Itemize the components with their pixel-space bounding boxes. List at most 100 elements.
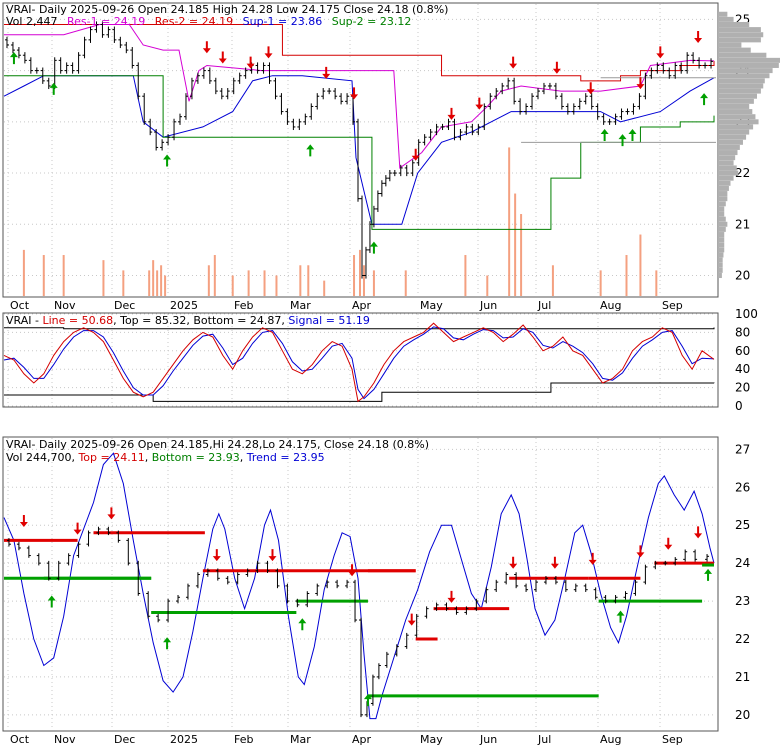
sell-signal-arrow bbox=[212, 549, 221, 562]
volume-bar bbox=[307, 265, 310, 296]
volume-profile-bar bbox=[718, 11, 728, 17]
volume-profile-bar bbox=[718, 103, 750, 109]
volume-profile-bar bbox=[718, 180, 731, 186]
sell-signal-arrow bbox=[350, 87, 359, 100]
volume-bar bbox=[372, 270, 375, 296]
volume-bar bbox=[639, 234, 642, 296]
sell-signal-arrow bbox=[348, 564, 357, 577]
volume-profile-bar bbox=[718, 226, 726, 232]
buy-signal-arrow bbox=[628, 128, 637, 141]
volume-profile-bar bbox=[718, 252, 724, 258]
trend-curve bbox=[3, 452, 715, 720]
x-tick-label: Aug bbox=[600, 299, 621, 312]
volume-profile-bar bbox=[718, 68, 773, 74]
sell-signal-arrow bbox=[447, 590, 456, 603]
volume-profile-bar bbox=[718, 160, 734, 166]
volume-bar bbox=[207, 265, 210, 296]
trend-legend-line1: VRAI- Daily 2025-09-26 Open 24.185,Hi 24… bbox=[6, 438, 429, 451]
trend-legend-line2: Vol 244,700, Top = 24.11, Bottom = 23.93… bbox=[6, 451, 325, 464]
sell-signal-arrow bbox=[107, 507, 116, 520]
stochastic-legend: VRAI - Line = 50.68, Top = 85.32, Bottom… bbox=[6, 314, 370, 327]
volume-profile-bar bbox=[718, 211, 725, 217]
volume-profile-bar bbox=[718, 114, 756, 120]
volume-bar bbox=[42, 255, 45, 296]
sell-signal-arrow bbox=[264, 46, 273, 59]
buy-signal-arrow bbox=[704, 568, 713, 581]
sell-signal-arrow bbox=[218, 51, 227, 64]
buy-signal-arrow bbox=[298, 618, 307, 631]
volume-profile-bar bbox=[718, 47, 751, 53]
volume-profile-bar bbox=[718, 216, 726, 222]
volume-bar bbox=[353, 255, 356, 296]
volume-profile-bar bbox=[718, 257, 723, 263]
price-series-layer bbox=[3, 11, 780, 296]
x-tick-label: Nov bbox=[54, 733, 76, 745]
x-tick-label: Apr bbox=[352, 299, 372, 312]
trend-panel-frame bbox=[2, 436, 719, 732]
trend-legend-bottom: Bottom = 23.93 bbox=[152, 451, 240, 464]
stochastic-legend-bottom: Bottom = 24.87 bbox=[193, 314, 281, 327]
sell-signal-arrow bbox=[636, 545, 645, 558]
stochastic-top-line bbox=[4, 327, 715, 330]
volume-profile-bar bbox=[718, 196, 728, 202]
volume-bar bbox=[514, 193, 517, 296]
res1-line bbox=[4, 24, 715, 169]
volume-profile-bar bbox=[718, 170, 739, 176]
stochastic-legend-ticker: VRAI bbox=[6, 314, 32, 327]
volume-profile-bar bbox=[718, 262, 723, 268]
stochastic-series-layer bbox=[3, 322, 715, 403]
volume-bar bbox=[62, 255, 65, 296]
volume-profile-bar bbox=[718, 232, 725, 238]
volume-profile-bar bbox=[718, 206, 725, 212]
volume-profile-bar bbox=[718, 129, 750, 135]
y-tick-label: 20 bbox=[735, 381, 750, 395]
y-tick-label: 25 bbox=[735, 518, 750, 532]
trend-legend-sep1: , bbox=[71, 451, 78, 464]
sup2-line bbox=[4, 75, 715, 230]
trend-legend-vol: Vol 244,700 bbox=[6, 451, 71, 464]
volume-bar bbox=[160, 265, 163, 296]
volume-bar bbox=[508, 147, 511, 296]
sell-signal-arrow bbox=[656, 46, 665, 59]
volume-profile-bar bbox=[718, 144, 740, 150]
volume-bar bbox=[299, 265, 302, 296]
volume-bar bbox=[404, 270, 407, 296]
y-tick-label: 21 bbox=[735, 670, 750, 684]
volume-profile-bar bbox=[718, 124, 754, 130]
volume-profile-bar bbox=[718, 273, 722, 279]
volume-profile-bar bbox=[718, 139, 743, 145]
volume-profile-bar bbox=[718, 88, 761, 94]
x-tick-label: Sep bbox=[662, 733, 683, 745]
price-panel-frame bbox=[2, 2, 719, 298]
price-legend-sup1: Sup-1 = 23.86 bbox=[243, 15, 323, 28]
buy-signal-arrow bbox=[9, 52, 18, 65]
sell-signal-arrow bbox=[407, 613, 416, 626]
y-tick-label: 27 bbox=[735, 442, 750, 456]
stochastic-legend-signal: Signal = 51.19 bbox=[288, 314, 370, 327]
volume-bar bbox=[148, 270, 151, 296]
volume-bar bbox=[122, 270, 125, 296]
stochastic-legend-sep2: , bbox=[186, 314, 193, 327]
sell-signal-arrow bbox=[246, 56, 255, 69]
stochastic-legend-top: Top = 85.32 bbox=[119, 314, 186, 327]
volume-bar bbox=[247, 270, 250, 296]
x-tick-label: Sep bbox=[662, 299, 683, 312]
y-tick-label: 20 bbox=[735, 269, 750, 283]
sell-signal-arrow bbox=[202, 41, 211, 54]
volume-profile-bar bbox=[718, 150, 738, 156]
sell-signal-arrow bbox=[552, 61, 561, 74]
x-tick-label: Oct bbox=[10, 299, 30, 312]
sell-signal-arrow bbox=[322, 66, 331, 79]
sell-signal-arrow bbox=[19, 515, 28, 528]
volume-bar bbox=[231, 275, 234, 296]
volume-profile-bar bbox=[718, 185, 729, 191]
x-tick-label: Jul bbox=[537, 299, 551, 312]
stochastic-legend-sep3: , bbox=[281, 314, 288, 327]
volume-profile-bar bbox=[718, 155, 736, 161]
y-tick-label: 22 bbox=[735, 632, 750, 646]
volume-profile-bar bbox=[718, 242, 725, 248]
x-tick-label: Dec bbox=[114, 733, 135, 745]
res2-line bbox=[4, 23, 715, 82]
volume-profile-bar bbox=[718, 27, 761, 33]
